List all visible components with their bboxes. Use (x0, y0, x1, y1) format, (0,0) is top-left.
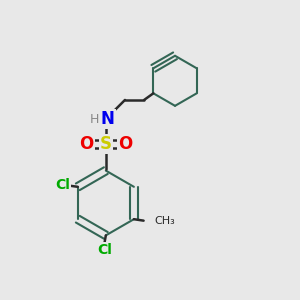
Text: S: S (100, 135, 112, 153)
Text: Cl: Cl (97, 243, 112, 257)
Text: Cl: Cl (55, 178, 70, 192)
Text: O: O (80, 135, 94, 153)
Text: O: O (118, 135, 132, 153)
Text: CH₃: CH₃ (154, 216, 175, 226)
Text: N: N (100, 110, 114, 128)
Text: H: H (90, 112, 99, 126)
